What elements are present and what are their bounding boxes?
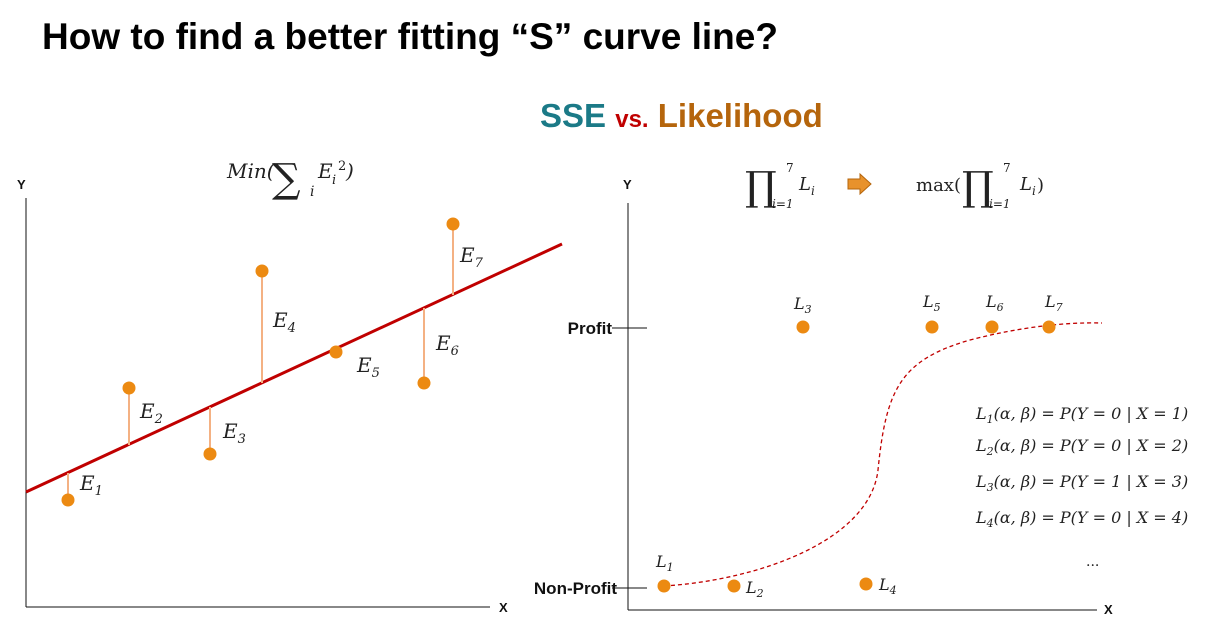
label-e6: E6	[435, 331, 459, 359]
residual-labels: E1 E2 E3 E4 E5 E6 E7	[79, 243, 484, 499]
svg-text:∑: ∑	[272, 156, 301, 202]
label-e3: E3	[222, 419, 246, 447]
svg-text:L: L	[798, 174, 811, 195]
likelihood-equations: L1(α, β) = P(Y = 0 | X = 1) L2(α, β) = P…	[975, 404, 1188, 570]
label-l2: L2	[745, 578, 764, 600]
svg-text:7: 7	[1003, 161, 1011, 175]
data-point	[657, 579, 671, 593]
data-point	[859, 577, 873, 591]
data-point	[203, 447, 217, 461]
right-arrow-icon	[847, 172, 872, 196]
data-point	[122, 381, 136, 395]
data-point	[796, 320, 810, 334]
svg-text:i: i	[811, 184, 815, 198]
svg-text:E: E	[317, 159, 333, 183]
label-l1: L1	[655, 552, 674, 574]
svg-text:): )	[345, 159, 354, 183]
left-y-axis-label: Y	[17, 177, 26, 192]
label-e4: E4	[272, 308, 296, 336]
svg-text:i: i	[1032, 184, 1036, 198]
svg-text:i: i	[332, 173, 336, 188]
data-point	[1042, 320, 1056, 334]
label-l7: L7	[1044, 292, 1063, 314]
label-l5: L5	[922, 292, 941, 314]
label-l3: L3	[793, 294, 812, 316]
label-e7: E7	[459, 243, 484, 271]
svg-text:max(: max(	[916, 175, 961, 196]
data-point	[417, 376, 431, 390]
data-point	[446, 217, 460, 231]
data-point	[61, 493, 75, 507]
data-point	[255, 264, 269, 278]
svg-text:2: 2	[338, 159, 346, 174]
regression-line	[25, 242, 563, 494]
svg-text:∏: ∏	[962, 164, 994, 210]
right-y-axis-label: Y	[623, 177, 632, 192]
left-panel: Min( ∑ i E i 2 ) Y X	[17, 156, 563, 615]
right-panel: ∏ 7 i=1 L i max( ∏ 7 i=1 L i ) Y X Profi…	[534, 161, 1188, 617]
svg-text:Min(: Min(	[226, 159, 276, 183]
left-x-axis-label: X	[499, 600, 508, 615]
sse-formula: Min( ∑ i E i 2 )	[226, 156, 354, 202]
label-l4: L4	[878, 575, 897, 597]
svg-text:∏: ∏	[745, 164, 777, 210]
data-points	[61, 217, 460, 507]
svg-text:i=1: i=1	[989, 197, 1011, 211]
subtitle-vs: vs.	[615, 106, 649, 133]
s-curve	[663, 322, 1103, 587]
data-point	[329, 345, 343, 359]
data-point	[925, 320, 939, 334]
equation-l3: L3(α, β) = P(Y = 1 | X = 3)	[975, 472, 1188, 494]
equations-ellipsis: ...	[1086, 554, 1099, 570]
equation-l4: L4(α, β) = P(Y = 0 | X = 4)	[975, 508, 1188, 530]
equation-l1: L1(α, β) = P(Y = 0 | X = 1)	[975, 404, 1188, 426]
subtitle-likelihood: Likelihood	[657, 97, 823, 134]
label-e5: E5	[356, 353, 380, 381]
product-formula: ∏ 7 i=1 L i	[745, 161, 815, 211]
svg-text:7: 7	[786, 161, 794, 175]
page-title: How to find a better fitting “S” curve l…	[42, 16, 778, 57]
likelihood-points	[657, 320, 1056, 593]
profit-tick-label: Profit	[568, 319, 613, 338]
data-point	[985, 320, 999, 334]
svg-text:): )	[1037, 175, 1044, 196]
data-point	[727, 579, 741, 593]
label-l6: L6	[985, 292, 1004, 314]
svg-text:i=1: i=1	[772, 197, 794, 211]
svg-text:i: i	[310, 184, 314, 200]
svg-text:L: L	[1019, 174, 1032, 195]
residuals	[67, 224, 454, 500]
equation-l2: L2(α, β) = P(Y = 0 | X = 2)	[975, 436, 1188, 458]
label-e2: E2	[139, 399, 163, 427]
label-e1: E1	[79, 471, 103, 499]
subtitle-sse: SSE	[540, 97, 607, 134]
subtitle: SSE vs. Likelihood	[540, 97, 823, 135]
right-x-axis-label: X	[1104, 602, 1113, 617]
nonprofit-tick-label: Non-Profit	[534, 579, 617, 598]
max-formula: max( ∏ 7 i=1 L i )	[916, 161, 1044, 211]
